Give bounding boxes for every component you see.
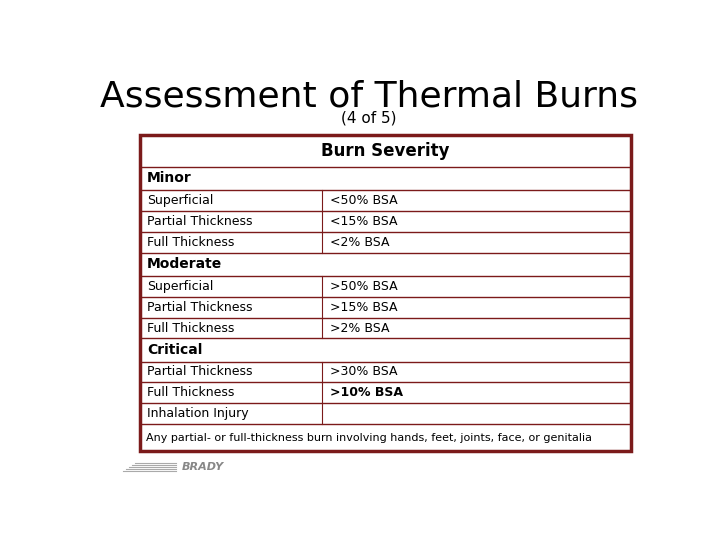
Text: Assessment of Thermal Burns: Assessment of Thermal Burns (100, 79, 638, 113)
Text: >50% BSA: >50% BSA (330, 280, 397, 293)
Text: Burn Severity: Burn Severity (322, 142, 450, 160)
Text: <15% BSA: <15% BSA (330, 215, 397, 228)
Text: Partial Thickness: Partial Thickness (147, 215, 253, 228)
Text: Partial Thickness: Partial Thickness (147, 301, 253, 314)
Text: Full Thickness: Full Thickness (147, 321, 234, 334)
Text: Moderate: Moderate (147, 257, 222, 271)
Text: >15% BSA: >15% BSA (330, 301, 397, 314)
Text: Full Thickness: Full Thickness (147, 387, 234, 400)
Text: Minor: Minor (147, 171, 192, 185)
Text: BRADY: BRADY (182, 462, 224, 472)
Text: >2% BSA: >2% BSA (330, 321, 390, 334)
Text: >10% BSA: >10% BSA (330, 387, 403, 400)
Text: Critical: Critical (147, 343, 202, 357)
Text: <50% BSA: <50% BSA (330, 194, 397, 207)
Text: Partial Thickness: Partial Thickness (147, 366, 253, 379)
Text: Superficial: Superficial (147, 280, 213, 293)
Text: (4 of 5): (4 of 5) (341, 111, 397, 125)
Text: Superficial: Superficial (147, 194, 213, 207)
Text: Any partial- or full-thickness burn involving hands, feet, joints, face, or geni: Any partial- or full-thickness burn invo… (145, 433, 592, 443)
Text: Full Thickness: Full Thickness (147, 236, 234, 249)
Text: Inhalation Injury: Inhalation Injury (147, 407, 248, 420)
Text: >30% BSA: >30% BSA (330, 366, 397, 379)
Text: <2% BSA: <2% BSA (330, 236, 390, 249)
